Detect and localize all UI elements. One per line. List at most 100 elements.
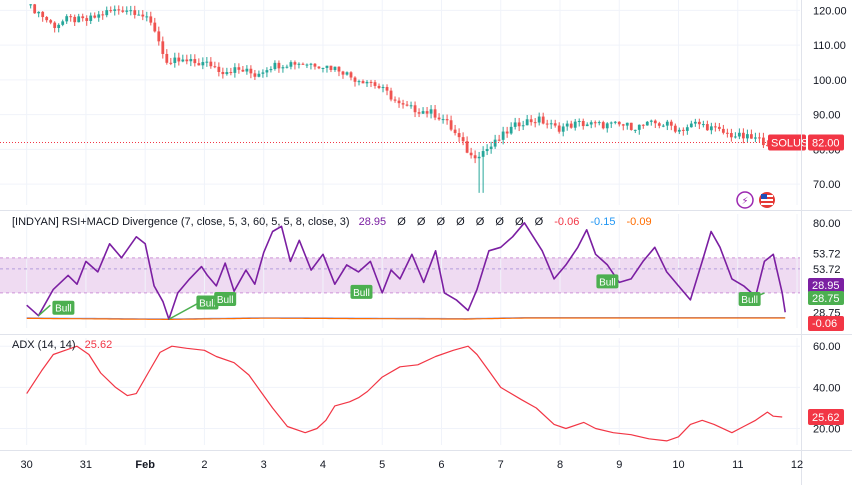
time-tick-label: 9 <box>616 459 622 471</box>
bull-label-bg <box>738 291 761 306</box>
candle-body <box>501 131 505 140</box>
candle-body <box>49 20 53 23</box>
adx-legend-value: 25.62 <box>85 339 113 351</box>
candle-body <box>89 15 93 21</box>
adx-pane[interactable]: 60.00 40.00 20.00 25.62 ADX (14, 14) 25.62 <box>0 338 844 445</box>
rsi-legend-title: [INDYAN] RSI+MACD Divergence (7, close, … <box>12 216 350 228</box>
time-tick-label: 7 <box>498 459 504 471</box>
candle-body <box>625 122 629 126</box>
candle-body <box>301 63 305 65</box>
time-tick-label: 5 <box>379 459 385 471</box>
candle-body <box>265 70 269 73</box>
candle-body <box>605 123 609 129</box>
candle-body <box>145 16 149 18</box>
bull-label: Bull <box>217 295 234 306</box>
candle-body <box>225 72 229 75</box>
time-axis[interactable]: 30 31 Feb 2 3 4 5 6 7 8 9 10 11 12 <box>21 459 804 471</box>
candle-body <box>269 69 273 71</box>
macd-legend-value: -0.06 <box>554 216 579 228</box>
signal-tag-value: 28.75 <box>812 293 840 305</box>
candle-body <box>413 105 417 113</box>
bull-label-bg <box>52 300 75 315</box>
candle-body <box>45 17 49 21</box>
candle-body <box>685 127 689 131</box>
candle-body <box>317 66 321 69</box>
candle-body <box>553 123 557 126</box>
candle-body <box>369 81 373 83</box>
candle-body <box>417 112 421 114</box>
time-tick-label: 31 <box>80 459 92 471</box>
candle-body <box>153 22 157 32</box>
price-tick-label: 120.00 <box>813 5 847 17</box>
candle-body <box>237 67 241 70</box>
candle-body <box>125 10 129 12</box>
candle-body <box>681 129 685 131</box>
adx-legend-title: ADX (14, 14) <box>12 339 76 351</box>
candle-body <box>457 133 461 138</box>
candle-body <box>581 120 585 127</box>
candle-body <box>609 122 613 124</box>
candle-body <box>713 126 717 128</box>
rsi-line <box>26 222 786 320</box>
candle-body <box>121 10 125 12</box>
adx-legend[interactable]: ADX (14, 14) 25.62 <box>12 339 112 351</box>
candle-body <box>649 120 653 122</box>
hist-legend-value: -0.09 <box>627 216 652 228</box>
candle-body <box>149 16 153 23</box>
time-tick-label: 10 <box>672 459 684 471</box>
candle-body <box>557 125 561 132</box>
candle-body <box>321 67 325 69</box>
candle-body <box>405 104 409 106</box>
candle-body <box>429 109 433 114</box>
candle-body <box>341 71 345 75</box>
candle-body <box>157 31 161 42</box>
lightning-icon[interactable] <box>736 191 754 209</box>
signal-line <box>26 317 786 320</box>
flag-stripe <box>761 199 773 201</box>
time-tick-label: 6 <box>438 459 444 471</box>
candle-body <box>181 59 185 62</box>
candle-body <box>109 10 113 12</box>
candle-body <box>205 61 209 63</box>
candle-body <box>365 81 369 84</box>
candle-body <box>217 66 221 72</box>
candle-body <box>349 72 353 78</box>
candle-body <box>741 132 745 139</box>
rsi-legend-placeholder: Ø <box>436 216 445 228</box>
candle-body <box>309 63 313 65</box>
candle-body <box>597 122 601 124</box>
candle-body <box>129 10 133 12</box>
candle-body <box>569 123 573 128</box>
candle-body <box>133 10 137 15</box>
candle-body <box>601 122 605 129</box>
badges[interactable]: ⚡ <box>736 191 775 209</box>
rsi-legend[interactable]: [INDYAN] RSI+MACD Divergence (7, close, … <box>12 216 652 228</box>
candle-body <box>633 129 637 131</box>
rsi-tag-value: 28.95 <box>812 280 840 292</box>
candle-body <box>261 72 265 74</box>
candle-body <box>293 62 297 65</box>
candle-body <box>425 111 429 114</box>
bull-label: Bull <box>353 288 370 299</box>
candle-body <box>185 59 189 62</box>
candle-body <box>329 65 333 70</box>
bull-label: Bull <box>199 298 216 309</box>
candle-body <box>81 16 85 19</box>
candle-body <box>541 116 545 124</box>
bull-label-bg <box>196 295 219 310</box>
time-tick-label: 11 <box>732 459 743 471</box>
candle-body <box>617 121 621 125</box>
candle-body <box>345 72 349 75</box>
candle-body <box>249 68 253 74</box>
candle-body <box>161 41 165 54</box>
candle-body <box>325 65 329 68</box>
candle-body <box>33 4 37 14</box>
adx-axis[interactable]: 60.00 40.00 20.00 <box>813 341 841 435</box>
candle-body <box>529 119 533 123</box>
candle-body <box>469 152 473 156</box>
